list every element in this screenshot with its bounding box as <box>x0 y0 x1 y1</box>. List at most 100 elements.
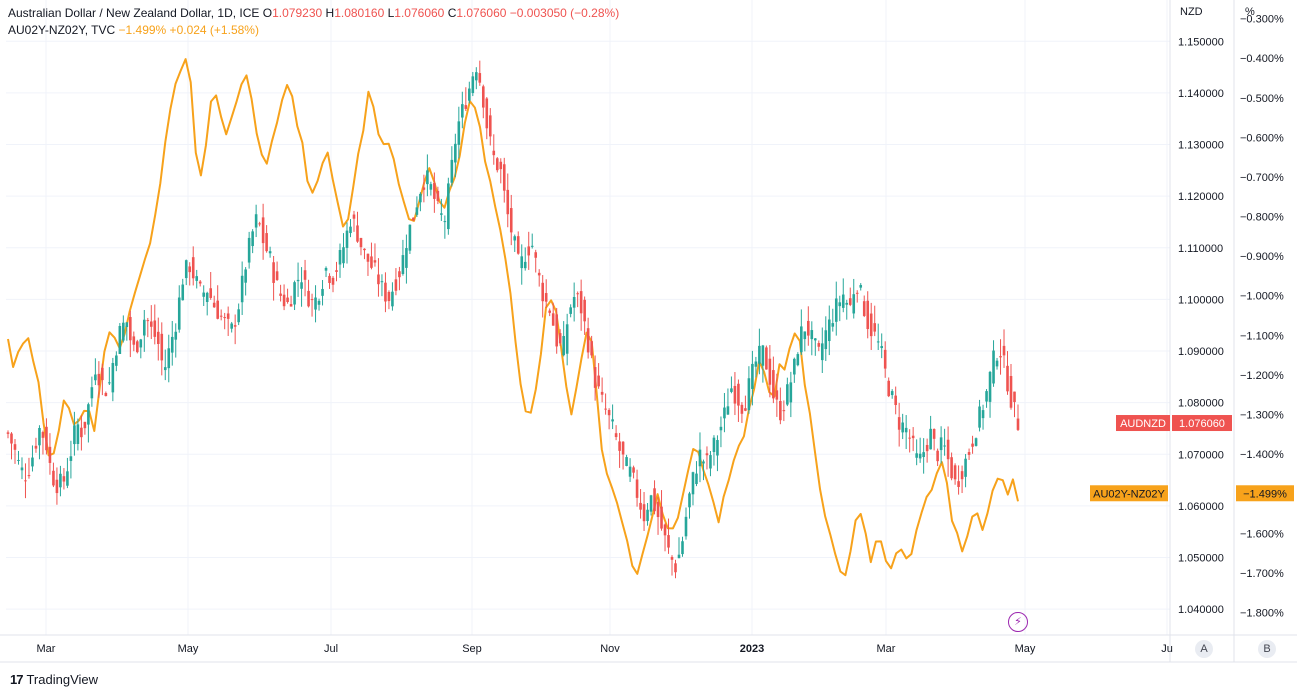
candle-body <box>394 279 398 291</box>
candle-body <box>338 250 342 265</box>
candle-body <box>936 450 939 462</box>
candle-body <box>579 291 583 314</box>
candle-body <box>803 331 807 340</box>
candle-body <box>129 316 132 341</box>
time-tick-label: May <box>178 643 199 655</box>
spread-tick-label: −0.300% <box>1240 14 1284 26</box>
candle-body <box>670 556 674 560</box>
scale-b-button[interactable]: B <box>1258 640 1276 658</box>
candle-body <box>450 159 454 183</box>
candle-body <box>52 470 55 486</box>
price-tick-label: 1.050000 <box>1178 553 1224 565</box>
candle-body <box>915 453 918 458</box>
legend-open-value: 1.079230 <box>272 6 323 20</box>
candle-body <box>38 427 41 446</box>
candle-body <box>953 465 957 480</box>
legend-close-label: C <box>447 6 457 20</box>
candle-body <box>800 326 803 353</box>
candle-body <box>307 290 310 307</box>
candle-body <box>527 246 531 256</box>
footer-brand[interactable]: 17 TradingView <box>10 672 98 687</box>
candle-body <box>331 277 335 285</box>
candle-body <box>115 355 118 366</box>
candle-body <box>782 410 786 412</box>
candle-body <box>475 72 478 81</box>
candle-body <box>768 358 772 385</box>
candle-body <box>541 282 545 302</box>
candle-body <box>709 455 712 469</box>
candle-body <box>415 207 419 215</box>
candle-body <box>639 502 642 510</box>
candle-body <box>674 563 677 573</box>
candle-body <box>1002 345 1006 356</box>
candle-body <box>509 208 513 233</box>
candle-body <box>209 288 212 298</box>
candle-body <box>702 461 705 464</box>
spread-tick-label: −1.300% <box>1240 409 1284 421</box>
candle-body <box>796 354 800 366</box>
candle-body <box>349 226 352 234</box>
candle-body <box>419 193 422 203</box>
candle-body <box>866 300 870 330</box>
candle-body <box>862 301 866 316</box>
candle-body <box>13 444 17 450</box>
candle-body <box>737 383 740 406</box>
candle-body <box>352 214 356 219</box>
time-tick-label: 2023 <box>740 643 764 655</box>
candle-body <box>314 297 317 310</box>
candle-body <box>83 421 87 429</box>
last-spread-badge-bg <box>1236 485 1294 502</box>
candle-body <box>754 361 758 367</box>
candle-body <box>981 410 985 419</box>
spread-tick-label: −1.700% <box>1240 568 1284 580</box>
candle-body <box>569 307 572 314</box>
candle-body <box>565 324 569 354</box>
candle-body <box>478 73 482 83</box>
candle-body <box>838 302 842 307</box>
candle-body <box>733 385 737 404</box>
candle-body <box>139 339 143 348</box>
symbol-badge-bg <box>1116 415 1170 432</box>
candle-body <box>537 272 541 276</box>
candle-body <box>576 293 579 295</box>
candle-body <box>275 271 279 280</box>
candle-body <box>660 506 663 529</box>
candle-body <box>583 299 586 322</box>
candle-body <box>468 88 471 101</box>
candle-body <box>254 214 258 228</box>
candle-body <box>111 362 115 393</box>
candle-body <box>558 333 562 344</box>
auto-scale-button[interactable]: A <box>1195 640 1213 658</box>
time-tick-label: May <box>1015 643 1036 655</box>
candle-body <box>202 292 206 297</box>
legend-symbol: Australian Dollar / New Zealand Dollar, … <box>8 6 260 20</box>
time-tick-label: Mar <box>877 643 896 655</box>
candle-body <box>807 320 810 336</box>
candle-body <box>911 435 915 439</box>
candle-body <box>391 291 394 307</box>
candle-body <box>321 288 324 296</box>
candle-body <box>887 380 890 397</box>
candle-body <box>523 261 527 269</box>
candle-body <box>6 432 10 434</box>
candle-body <box>447 183 450 230</box>
spread-tick-label: −0.400% <box>1240 53 1284 65</box>
candle-body <box>328 275 331 283</box>
candle-body <box>356 225 359 242</box>
candle-body <box>929 428 932 450</box>
grid-lines <box>6 0 1170 635</box>
spread-tick-label: −1.400% <box>1240 449 1284 461</box>
candle-body <box>971 443 974 447</box>
candle-body <box>69 456 73 461</box>
last-spread-badge-text: −1.499% <box>1243 488 1287 500</box>
candle-body <box>167 348 171 369</box>
candle-body <box>212 302 216 308</box>
candle-body <box>289 304 293 307</box>
price-tick-label: 1.100000 <box>1178 294 1224 306</box>
candle-body <box>922 452 925 458</box>
axis-labels: 1.150000 1.140000 1.130000 1.120000 1.110000… <box>37 6 1284 655</box>
time-tick-label: Jul <box>324 643 338 655</box>
candle-body <box>841 294 845 308</box>
lightning-event-icon[interactable]: ⚡ <box>1008 612 1028 632</box>
